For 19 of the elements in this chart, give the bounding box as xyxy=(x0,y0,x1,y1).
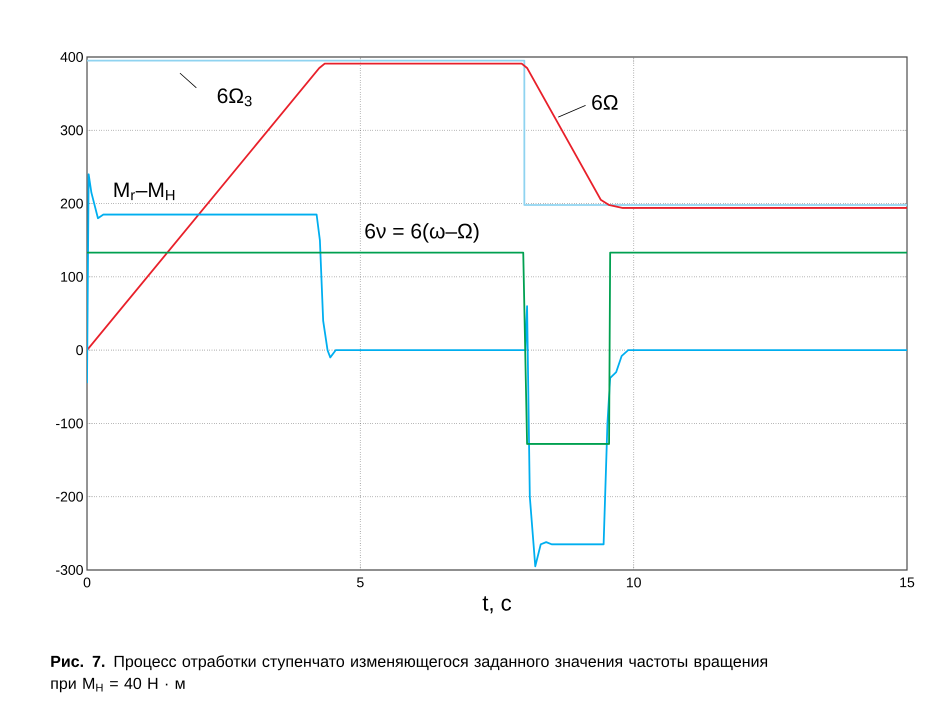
series-label: M$_{r}$–M$_{H}$ xyxy=(114,182,174,200)
x-tick-label: 10 xyxy=(626,578,641,588)
x-axis-title: t, с xyxy=(482,596,512,614)
series-label: 6Ω$_{3}$ xyxy=(218,88,252,106)
y-tick-label: 400 xyxy=(60,52,83,62)
y-tick-label: -200 xyxy=(56,492,83,502)
series-label: 6Ω xyxy=(592,94,618,110)
y-tick-label: 100 xyxy=(61,272,83,282)
x-tick-label: 5 xyxy=(357,578,364,588)
y-tick-label: -100 xyxy=(56,418,83,428)
y-tick-label: 200 xyxy=(60,198,83,209)
line-series xyxy=(87,62,908,352)
y-tick-label: 300 xyxy=(60,125,83,136)
text: Рис. 7. Процесс отработки ступенчато изменяющегося заданного значения частоты вращения при M$_{Н}$ = 40 Н · м xyxy=(51,655,768,692)
x-tick-label: 0 xyxy=(84,578,90,588)
y-tick-label: 0 xyxy=(76,345,83,356)
series-label: 6ν = 6(ω–Ω) xyxy=(365,223,479,243)
y-tick-label: -300 xyxy=(56,565,83,575)
x-tick-label: 15 xyxy=(900,578,914,588)
